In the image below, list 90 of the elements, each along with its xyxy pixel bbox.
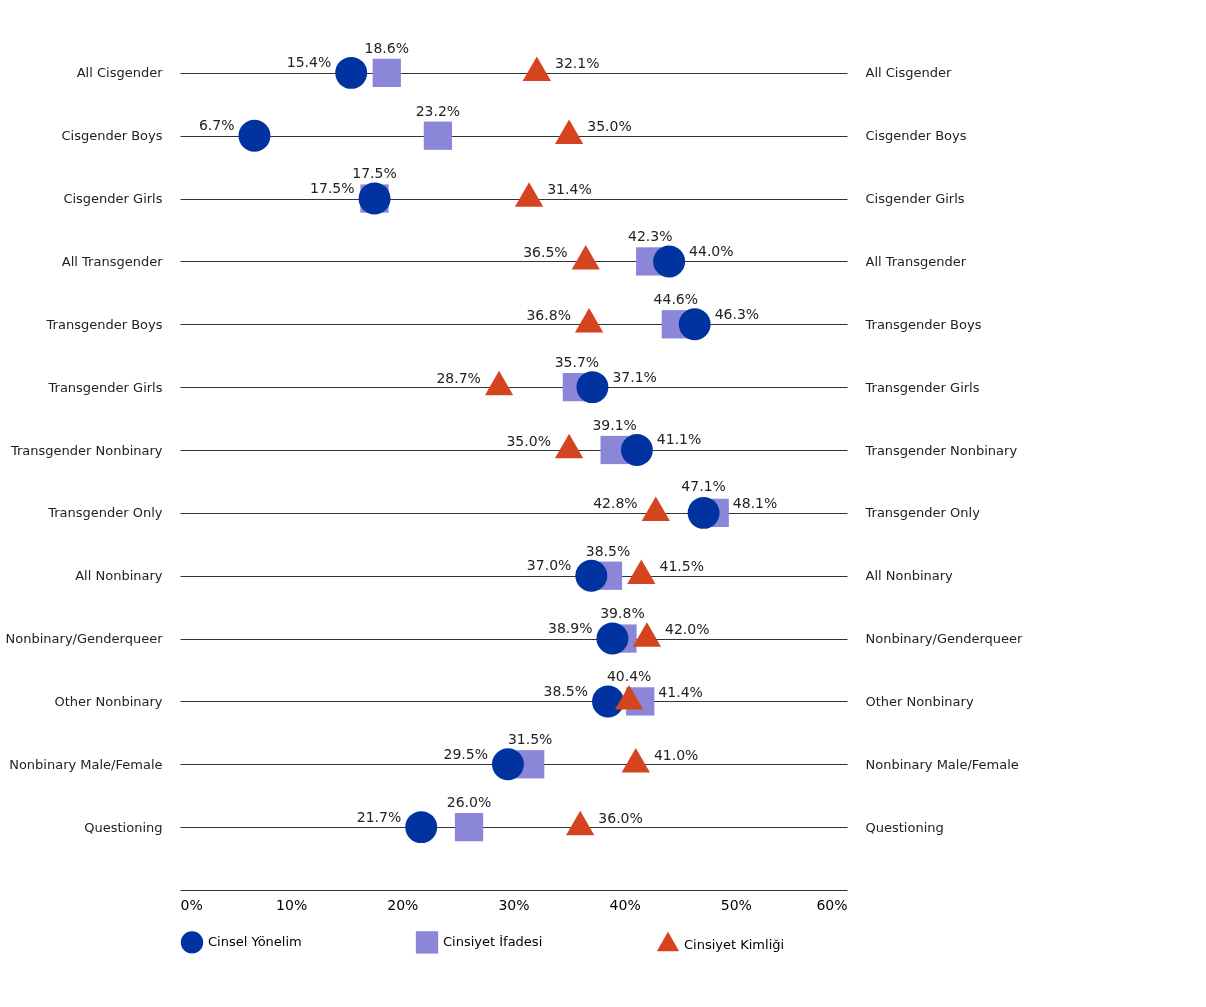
x-tick-label: 30% — [498, 896, 530, 913]
data-label: 36.5% — [523, 243, 568, 260]
category-label: Transgender Only — [48, 505, 163, 521]
y-tick-label: Questioning — [865, 819, 944, 835]
data-label: 26.0% — [446, 794, 492, 810]
point — [620, 434, 653, 466]
x-tick-label: 50% — [720, 896, 752, 913]
category-label: Transgender Boys — [46, 316, 163, 332]
data-label: 36.8% — [526, 306, 571, 323]
category-label: Cisgender Boys — [61, 128, 163, 144]
legend-label: Cinsiyet İfadesi — [443, 934, 543, 950]
point — [576, 371, 609, 404]
category-label: Nonbinary Male/Female — [9, 756, 163, 772]
data-label: 41.1% — [656, 431, 702, 448]
x-tick-label: 20% — [387, 896, 419, 913]
point — [491, 748, 524, 781]
point — [678, 308, 711, 341]
data-label: 42.0% — [665, 621, 710, 638]
data-label: 35.0% — [506, 432, 551, 449]
data-label: 38.5% — [585, 542, 631, 559]
data-label: 18.6% — [364, 39, 410, 56]
data-label: 32.1% — [554, 55, 600, 72]
category-label: Transgender Girls — [48, 379, 163, 395]
point — [372, 58, 401, 87]
y-tick-label: Transgender Boys — [864, 316, 982, 332]
x-tick-label: 60% — [816, 896, 848, 913]
data-label: 36.0% — [598, 809, 643, 826]
legend-label: Cinsel Yönelim — [208, 934, 302, 950]
data-label: 35.7% — [554, 354, 600, 370]
category-label: All Nonbinary — [75, 568, 163, 584]
data-label: 41.0% — [653, 746, 699, 763]
y-tick-label: Other Nonbinary — [865, 693, 974, 709]
legend-label: Cinsiyet Kimliği — [684, 936, 785, 952]
data-label: 41.4% — [658, 683, 703, 700]
data-label: 28.7% — [436, 369, 481, 386]
data-label: 38.5% — [543, 682, 589, 699]
data-label: 42.3% — [627, 228, 673, 245]
point — [335, 56, 368, 89]
y-tick-label: Transgender Girls — [864, 379, 980, 395]
data-label: 40.4% — [606, 668, 652, 685]
data-label: 37.1% — [612, 368, 657, 385]
data-label: 29.5% — [443, 745, 488, 762]
point — [592, 685, 624, 718]
y-tick-label: All Cisgender — [865, 65, 952, 81]
x-tick-label: 10% — [276, 896, 308, 913]
data-label: 6.7% — [198, 117, 235, 134]
point — [423, 121, 453, 150]
y-tick-label: Nonbinary Male/Female — [865, 756, 1019, 772]
y-tick-label: Cisgender Boys — [865, 128, 967, 144]
category-label: Questioning — [84, 819, 163, 835]
data-label: 44.0% — [689, 242, 734, 259]
data-label: 21.7% — [356, 808, 402, 825]
category-label: Other Nonbinary — [54, 693, 163, 709]
data-label: 41.5% — [659, 558, 704, 575]
category-label: All Transgender — [61, 253, 163, 269]
y-tick-label: Transgender Nonbinary — [864, 442, 1018, 458]
category-label: All Cisgender — [76, 65, 163, 81]
x-tick-label: 40% — [609, 896, 641, 913]
y-tick-label: All Transgender — [865, 253, 967, 269]
point — [405, 811, 438, 844]
data-label: 23.2% — [415, 102, 461, 119]
point — [596, 622, 629, 655]
data-label: 31.5% — [507, 731, 553, 748]
data-label: 46.3% — [714, 305, 760, 322]
data-label: 37.0% — [526, 557, 572, 574]
category-label: Cisgender Girls — [63, 191, 163, 207]
point — [687, 496, 720, 529]
data-label: 38.9% — [548, 620, 593, 636]
y-tick-label: Transgender Only — [864, 505, 981, 521]
data-label: 39.1% — [592, 416, 637, 433]
data-label: 48.1% — [732, 495, 778, 512]
data-label: 15.4% — [286, 54, 332, 71]
x-tick-label: 0% — [180, 896, 203, 913]
category-label: Nonbinary/Genderqueer — [5, 631, 163, 647]
data-label: 42.8% — [593, 495, 638, 512]
data-label: 47.1% — [681, 477, 726, 494]
y-tick-label: All Nonbinary — [865, 568, 954, 584]
data-label: 44.6% — [653, 291, 699, 308]
data-label: 17.5% — [352, 165, 397, 182]
point — [653, 245, 686, 278]
y-tick-label: Nonbinary/Genderqueer — [865, 631, 1024, 647]
data-label: 35.0% — [587, 118, 632, 135]
point — [238, 119, 271, 152]
category-label: Transgender Nonbinary — [10, 442, 163, 458]
y-tick-label: Cisgender Girls — [865, 191, 965, 207]
data-label: 39.8% — [600, 605, 645, 622]
data-label: 17.5% — [310, 180, 355, 196]
point — [575, 559, 608, 592]
point — [454, 813, 484, 842]
data-label: 31.4% — [547, 181, 592, 198]
